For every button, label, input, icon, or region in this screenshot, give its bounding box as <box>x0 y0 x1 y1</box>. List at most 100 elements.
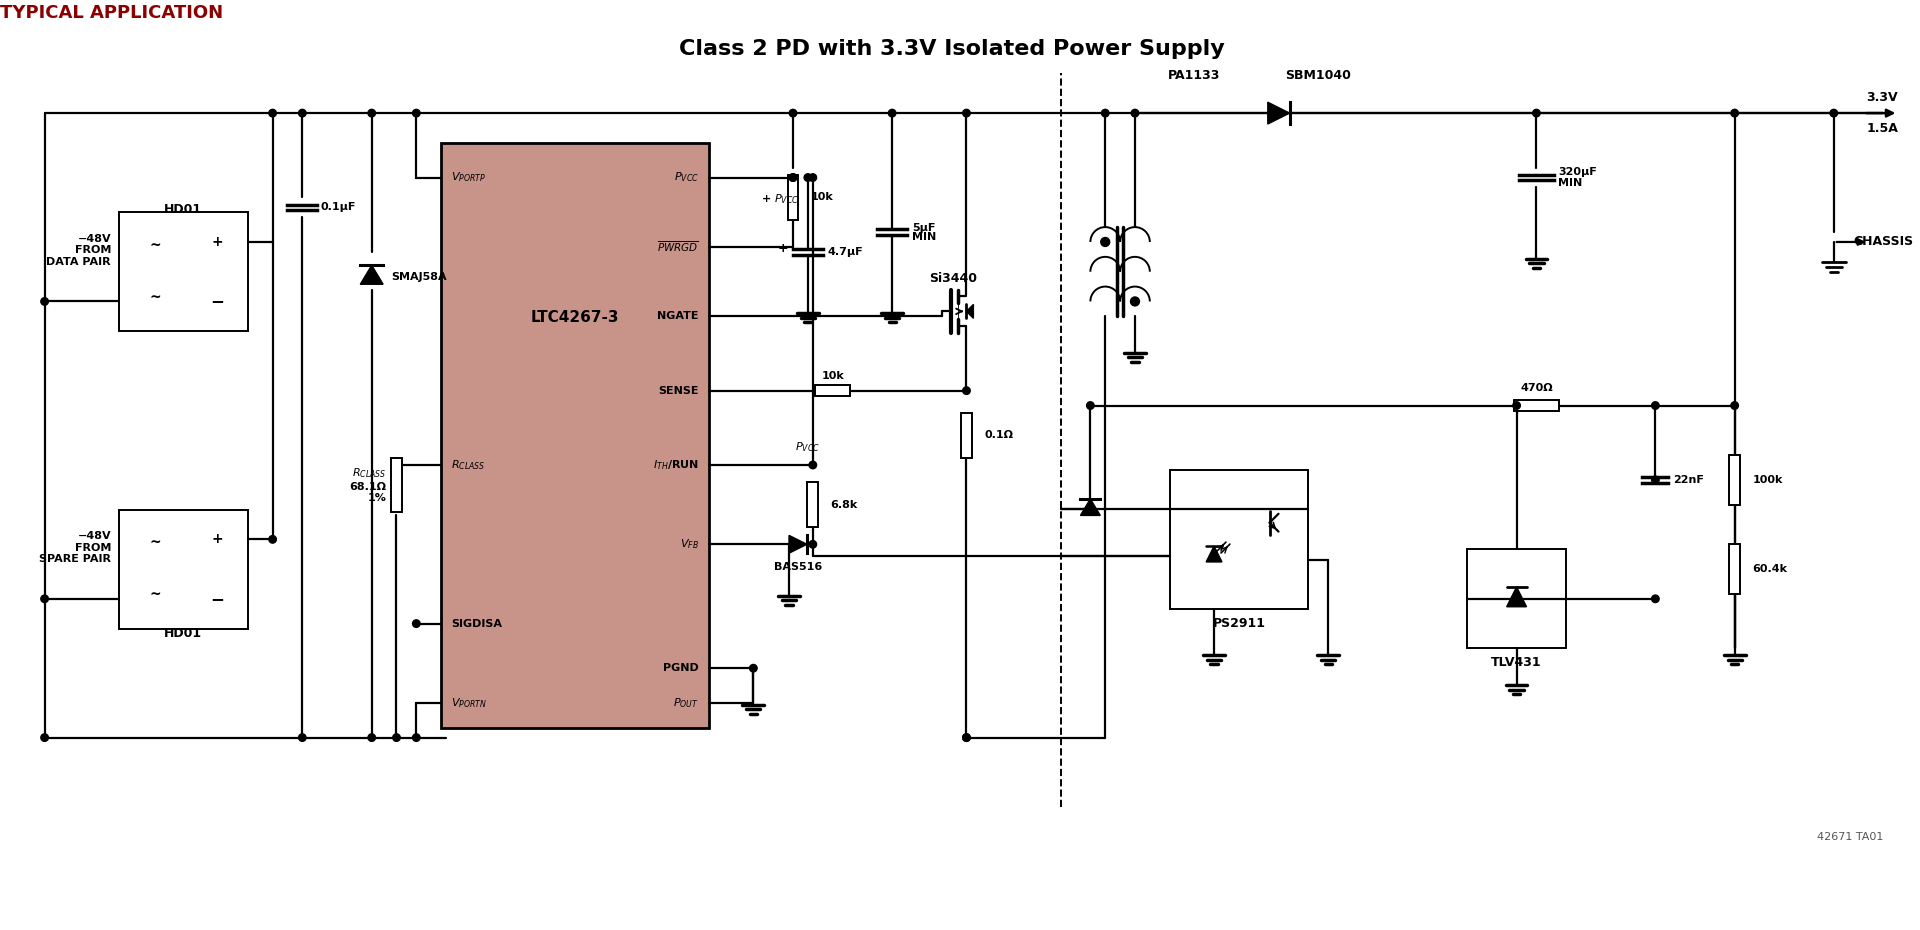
Text: SENSE: SENSE <box>659 386 699 395</box>
Polygon shape <box>1267 102 1290 124</box>
Circle shape <box>808 540 816 548</box>
Circle shape <box>808 461 816 469</box>
Circle shape <box>808 174 816 181</box>
Text: −: − <box>209 292 225 311</box>
Bar <box>119 212 248 331</box>
Bar <box>808 483 818 527</box>
Text: 320µF
MIN: 320µF MIN <box>1559 166 1597 189</box>
Circle shape <box>789 174 797 181</box>
Text: Si3440: Si3440 <box>929 272 977 286</box>
Text: 0.1Ω: 0.1Ω <box>985 431 1014 440</box>
Text: CHASSIS: CHASSIS <box>1853 235 1914 248</box>
Text: HD01: HD01 <box>165 203 202 216</box>
Text: $P_{VCC}$: $P_{VCC}$ <box>674 170 699 184</box>
Circle shape <box>1532 110 1540 117</box>
Circle shape <box>962 110 970 117</box>
Circle shape <box>1732 110 1738 117</box>
Bar <box>1730 455 1740 505</box>
Circle shape <box>1102 110 1110 117</box>
Text: 60.4k: 60.4k <box>1753 565 1788 574</box>
Text: + $P_{VCC}$: + $P_{VCC}$ <box>760 193 799 206</box>
Text: $I_{TH}$/RUN: $I_{TH}$/RUN <box>653 458 699 472</box>
Circle shape <box>40 298 48 305</box>
Circle shape <box>1100 237 1110 246</box>
Circle shape <box>789 110 797 117</box>
Polygon shape <box>361 265 384 285</box>
Text: 5µF: 5µF <box>912 223 935 233</box>
Text: NGATE: NGATE <box>657 312 699 321</box>
Circle shape <box>413 110 420 117</box>
Circle shape <box>394 734 399 741</box>
Text: SIGDISA: SIGDISA <box>451 618 501 629</box>
Text: 4.7µF: 4.7µF <box>828 246 864 257</box>
Circle shape <box>962 734 970 741</box>
Circle shape <box>1087 402 1094 409</box>
Circle shape <box>300 110 305 117</box>
Circle shape <box>1651 402 1659 409</box>
Text: TLV431: TLV431 <box>1492 657 1542 670</box>
Text: +: + <box>211 235 223 249</box>
Text: PGND: PGND <box>662 663 699 673</box>
Circle shape <box>1513 402 1521 409</box>
Text: $V_{PORTP}$: $V_{PORTP}$ <box>451 170 486 184</box>
Circle shape <box>413 619 420 628</box>
Polygon shape <box>1206 546 1221 562</box>
Bar <box>442 143 708 727</box>
Circle shape <box>300 734 305 741</box>
Text: 470Ω: 470Ω <box>1521 382 1553 392</box>
Text: 10k: 10k <box>810 193 833 203</box>
Bar <box>816 385 851 396</box>
Text: PS2911: PS2911 <box>1213 617 1265 630</box>
Text: HD01: HD01 <box>165 627 202 640</box>
Circle shape <box>1131 297 1139 306</box>
Circle shape <box>413 734 420 741</box>
Text: $R_{CLASS}$: $R_{CLASS}$ <box>451 458 486 472</box>
Text: $P_{OUT}$: $P_{OUT}$ <box>674 696 699 710</box>
Bar <box>119 510 248 629</box>
Circle shape <box>889 110 897 117</box>
Text: 1.5A: 1.5A <box>1866 122 1899 135</box>
Bar <box>962 413 972 458</box>
Text: $P_{VCC}$: $P_{VCC}$ <box>795 440 820 454</box>
Text: 22nF: 22nF <box>1672 475 1705 485</box>
Circle shape <box>804 174 812 181</box>
Text: Class 2 PD with 3.3V Isolated Power Supply: Class 2 PD with 3.3V Isolated Power Supp… <box>678 39 1225 59</box>
Circle shape <box>1732 402 1738 409</box>
Bar <box>1169 470 1308 609</box>
Circle shape <box>749 664 756 672</box>
Text: +: + <box>778 242 787 255</box>
Text: BAS516: BAS516 <box>774 562 822 572</box>
Bar <box>1730 544 1740 594</box>
Circle shape <box>1131 110 1139 117</box>
Polygon shape <box>1081 498 1100 515</box>
Circle shape <box>40 595 48 603</box>
Text: MIN: MIN <box>912 232 937 242</box>
Circle shape <box>1651 476 1659 484</box>
Circle shape <box>269 536 276 543</box>
Polygon shape <box>789 536 806 553</box>
Text: −48V
FROM
DATA PAIR: −48V FROM DATA PAIR <box>46 233 111 267</box>
Polygon shape <box>966 304 973 318</box>
Circle shape <box>369 734 376 741</box>
Bar <box>1467 550 1567 648</box>
Text: 0.1µF: 0.1µF <box>321 203 355 212</box>
Text: 100k: 100k <box>1753 475 1784 485</box>
Text: $R_{CLASS}$
68.1Ω
1%: $R_{CLASS}$ 68.1Ω 1% <box>349 466 386 503</box>
Text: $V_{PORTN}$: $V_{PORTN}$ <box>451 696 488 710</box>
Text: ~: ~ <box>150 238 161 253</box>
Text: $V_{FB}$: $V_{FB}$ <box>680 538 699 551</box>
Text: ~: ~ <box>150 291 161 305</box>
Circle shape <box>1651 595 1659 603</box>
Text: ~: ~ <box>150 536 161 550</box>
Circle shape <box>40 734 48 741</box>
Circle shape <box>962 734 970 741</box>
Text: PA1133: PA1133 <box>1167 69 1221 82</box>
Bar <box>1515 400 1559 411</box>
Circle shape <box>962 387 970 394</box>
Polygon shape <box>1507 587 1526 606</box>
Text: −48V
FROM
SPARE PAIR: −48V FROM SPARE PAIR <box>38 531 111 565</box>
Text: −: − <box>209 590 225 608</box>
Text: 6.8k: 6.8k <box>831 499 858 510</box>
Text: SMAJ58A: SMAJ58A <box>392 272 447 282</box>
Bar <box>787 175 799 219</box>
